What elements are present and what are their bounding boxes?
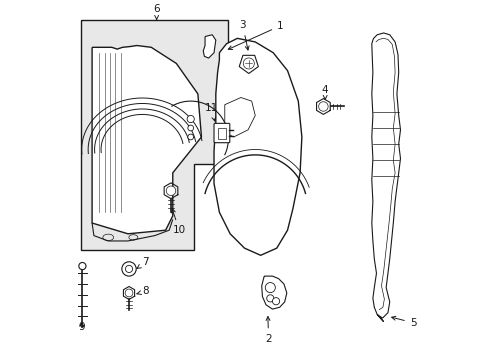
Text: 6: 6 (153, 4, 160, 19)
Text: 8: 8 (137, 286, 149, 296)
Text: 11: 11 (204, 103, 218, 121)
Text: 1: 1 (228, 21, 283, 49)
Circle shape (266, 295, 273, 302)
Circle shape (166, 186, 175, 195)
Text: 4: 4 (321, 85, 328, 99)
Text: 2: 2 (264, 316, 271, 343)
Circle shape (265, 283, 275, 293)
PathPatch shape (203, 35, 215, 58)
Text: 5: 5 (391, 316, 415, 328)
Polygon shape (239, 55, 258, 73)
PathPatch shape (261, 276, 286, 309)
Bar (217, 128, 226, 139)
Circle shape (125, 265, 132, 273)
PathPatch shape (81, 21, 228, 250)
Circle shape (272, 298, 279, 305)
Text: 10: 10 (171, 209, 185, 235)
Circle shape (187, 125, 193, 131)
Circle shape (122, 262, 136, 276)
Circle shape (187, 134, 193, 140)
Text: 7: 7 (137, 257, 149, 269)
PathPatch shape (371, 33, 400, 318)
Circle shape (79, 262, 86, 270)
Text: 3: 3 (239, 20, 248, 50)
Text: 9: 9 (78, 322, 84, 332)
Circle shape (187, 116, 194, 123)
Circle shape (318, 102, 327, 111)
PathPatch shape (214, 39, 301, 255)
Circle shape (243, 58, 254, 69)
Circle shape (125, 289, 133, 297)
PathPatch shape (92, 45, 201, 234)
FancyBboxPatch shape (214, 123, 229, 143)
